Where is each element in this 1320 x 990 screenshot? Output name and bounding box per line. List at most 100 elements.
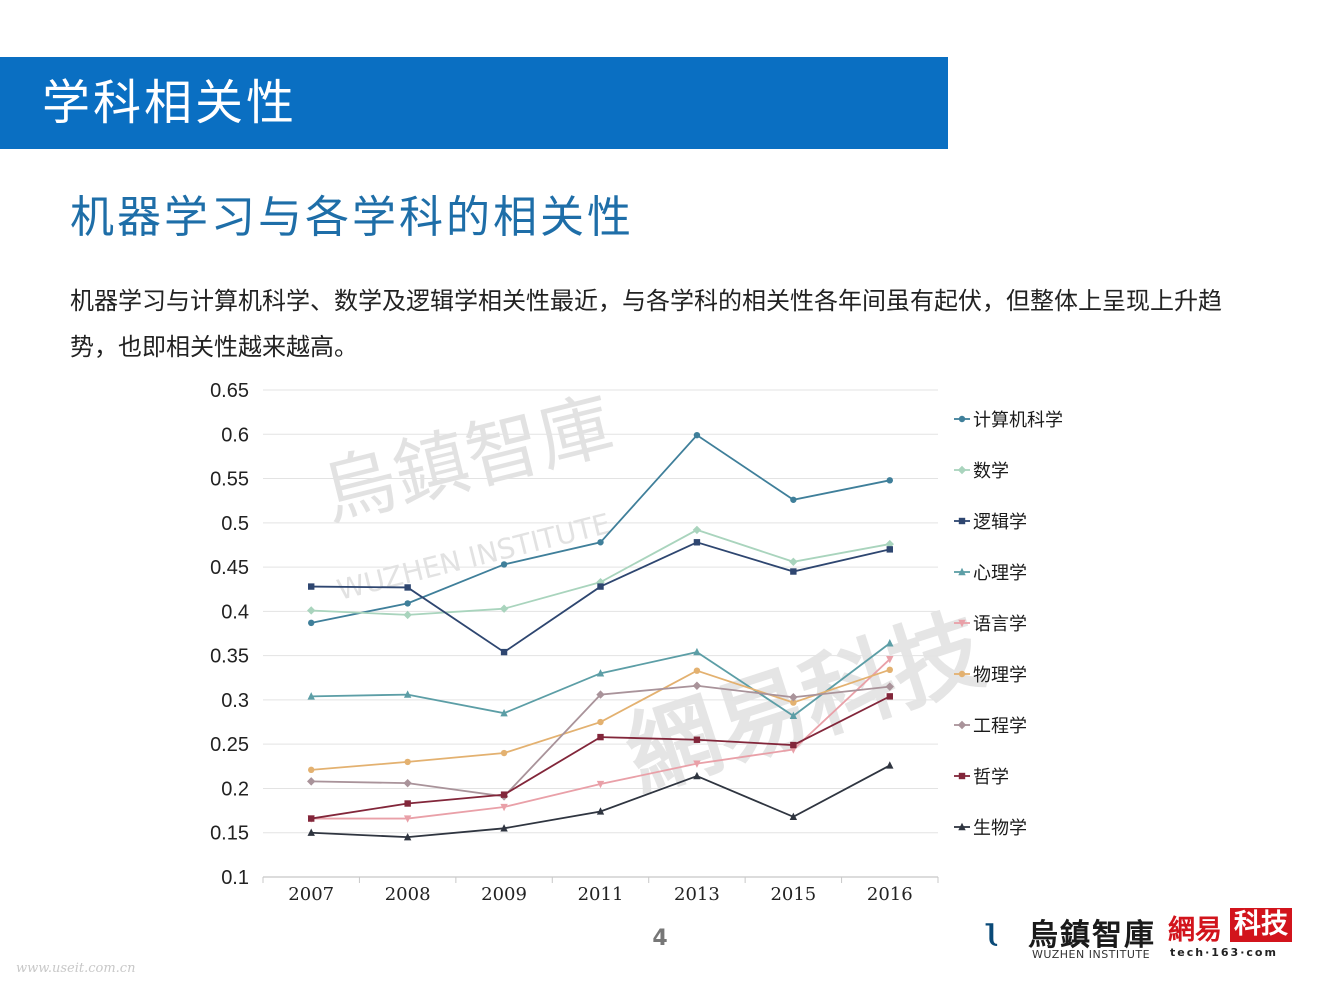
legend-swatch-marker xyxy=(958,772,966,780)
data-point xyxy=(404,800,411,807)
y-tick-label: 0.35 xyxy=(210,646,249,668)
y-tick-label: 0.5 xyxy=(221,513,249,535)
legend-label: 计算机科学 xyxy=(973,410,1063,431)
series-line xyxy=(311,764,891,839)
legend-swatch-marker xyxy=(957,720,967,730)
legend-swatch-marker xyxy=(958,517,966,525)
x-tick-label: 2007 xyxy=(288,884,334,905)
data-point xyxy=(596,807,605,815)
netease-logo-part2: 科技 xyxy=(1230,908,1292,942)
data-point xyxy=(500,708,508,717)
x-tick-label: 2009 xyxy=(481,884,527,905)
data-point xyxy=(693,539,701,546)
data-point xyxy=(596,669,605,677)
data-point xyxy=(790,568,797,575)
page-number: 4 xyxy=(652,926,668,951)
data-point xyxy=(693,736,701,743)
data-point xyxy=(596,780,605,789)
legend-label: 心理学 xyxy=(973,563,1027,584)
data-point xyxy=(790,741,797,749)
data-point xyxy=(500,648,508,656)
legend-item: 哲学 xyxy=(954,767,1009,788)
watermark: 烏鎮智庫 WUZHEN INSTITUTE 網易科技 xyxy=(314,382,997,811)
wuzhen-emblem-icon: ɩ xyxy=(984,906,1002,957)
data-point xyxy=(403,778,412,788)
data-point xyxy=(789,711,798,720)
data-point xyxy=(789,557,798,566)
data-point xyxy=(308,619,315,627)
data-point xyxy=(692,525,702,535)
data-point xyxy=(500,824,508,832)
legend-label: 语言学 xyxy=(973,614,1027,635)
legend-swatch-marker xyxy=(958,619,966,628)
legend-item: 生物学 xyxy=(954,818,1027,839)
data-point xyxy=(403,815,412,823)
data-point xyxy=(307,606,316,615)
data-point xyxy=(404,584,411,591)
legend-swatch-marker xyxy=(958,567,966,576)
y-tick-label: 0.65 xyxy=(210,380,249,402)
data-point xyxy=(693,647,701,656)
data-point xyxy=(693,667,701,674)
section-subtitle: 机器学习与各学科的相关性 xyxy=(70,192,634,243)
y-tick-label: 0.15 xyxy=(210,823,249,845)
data-point xyxy=(500,749,508,757)
y-tick-label: 0.1 xyxy=(221,867,249,889)
watermark-netease-cn: 網易科技 xyxy=(614,595,997,810)
legend-label: 生物学 xyxy=(973,818,1027,839)
legend-item: 工程学 xyxy=(954,716,1027,737)
legend-item: 数学 xyxy=(954,461,1009,482)
data-point xyxy=(596,690,605,699)
y-tick-label: 0.4 xyxy=(221,601,249,623)
legend-swatch-marker xyxy=(958,822,966,831)
x-tick-label: 2008 xyxy=(385,884,431,905)
x-tick-label: 2015 xyxy=(770,884,816,905)
data-point xyxy=(886,761,894,769)
data-point xyxy=(404,600,411,607)
legend-label: 工程学 xyxy=(973,716,1027,737)
data-point xyxy=(886,639,894,647)
title-banner: 学科相关性 xyxy=(0,57,948,149)
series-6 xyxy=(307,681,894,801)
data-point xyxy=(307,828,315,836)
data-point xyxy=(500,803,508,812)
data-point xyxy=(886,546,893,553)
data-point xyxy=(886,477,893,484)
data-point xyxy=(597,718,604,726)
data-point xyxy=(790,699,797,706)
data-point xyxy=(307,692,315,700)
y-tick-label: 0.3 xyxy=(221,690,249,712)
data-point xyxy=(790,496,797,503)
wuzhen-logo: ɩ 烏鎮智庫 WUZHEN INSTITUTE xyxy=(984,906,1156,966)
data-point xyxy=(886,655,894,664)
x-tick-label: 2011 xyxy=(578,884,624,905)
y-tick-label: 0.25 xyxy=(210,734,249,756)
series-0 xyxy=(308,431,893,627)
data-point xyxy=(597,539,604,546)
legend-swatch-marker xyxy=(958,415,966,423)
data-point xyxy=(403,690,412,698)
series-5 xyxy=(308,666,893,774)
y-tick-label: 0.55 xyxy=(210,469,249,491)
y-tick-label: 0.2 xyxy=(221,778,249,800)
wuzhen-logo-cn: 烏鎮智庫 xyxy=(1028,918,1156,953)
series-7 xyxy=(308,693,893,822)
data-point xyxy=(597,583,604,590)
series-2 xyxy=(308,539,893,656)
data-point xyxy=(886,693,893,700)
legend-item: 逻辑学 xyxy=(954,512,1027,533)
data-point xyxy=(307,777,316,786)
series-8 xyxy=(307,761,894,841)
x-tick-label: 2013 xyxy=(674,884,720,905)
data-point xyxy=(308,583,315,590)
legend-item: 语言学 xyxy=(954,614,1027,635)
series-1 xyxy=(307,525,894,620)
wuzhen-logo-en: WUZHEN INSTITUTE xyxy=(1032,948,1151,961)
netease-logo-url: tech·163·com xyxy=(1170,946,1278,959)
data-point xyxy=(403,610,412,620)
legend-item: 心理学 xyxy=(954,563,1027,584)
legend-swatch-marker xyxy=(958,670,966,678)
legend-label: 物理学 xyxy=(973,665,1027,686)
data-point xyxy=(499,604,509,613)
data-point xyxy=(692,681,702,690)
